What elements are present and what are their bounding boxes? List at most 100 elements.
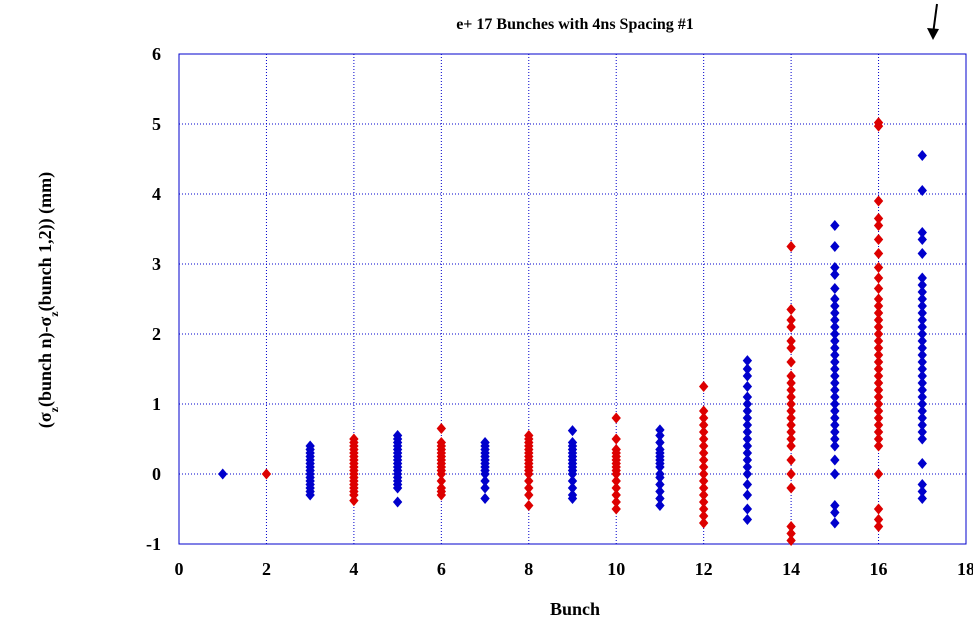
data-point xyxy=(742,419,753,431)
data-point xyxy=(611,412,621,424)
data-point xyxy=(524,489,534,501)
data-point xyxy=(786,370,796,382)
data-point xyxy=(873,419,884,431)
x-tick-label: 16 xyxy=(870,559,888,579)
x-tick-label: 0 xyxy=(175,559,184,579)
data-point xyxy=(698,475,709,487)
data-point xyxy=(742,381,753,392)
data-point xyxy=(742,468,753,480)
data-point xyxy=(436,482,447,494)
data-point xyxy=(873,300,884,312)
data-point xyxy=(698,419,709,431)
data-point xyxy=(742,440,753,452)
data-point xyxy=(830,349,840,361)
x-tick-label: 2 xyxy=(262,559,271,579)
data-point xyxy=(830,440,840,452)
data-point xyxy=(830,507,840,518)
data-point xyxy=(786,342,796,354)
data-point xyxy=(742,503,753,515)
data-point xyxy=(480,437,490,448)
data-point xyxy=(830,454,840,466)
data-point xyxy=(786,412,796,424)
data-point xyxy=(655,424,665,436)
data-point xyxy=(436,423,447,434)
data-point xyxy=(742,391,753,403)
data-point xyxy=(786,468,796,480)
data-point xyxy=(261,468,272,480)
data-point xyxy=(917,342,927,354)
data-point xyxy=(873,248,884,259)
data-point xyxy=(873,370,884,382)
data-point xyxy=(917,328,927,340)
y-label-subscript-2: z xyxy=(47,311,61,317)
down-arrow-icon xyxy=(927,3,939,40)
data-point xyxy=(873,377,884,389)
data-point xyxy=(786,521,796,532)
data-point xyxy=(480,475,490,487)
data-point xyxy=(611,503,621,515)
data-point xyxy=(873,426,884,438)
data-point xyxy=(917,405,927,417)
y-tick-label: 4 xyxy=(152,184,161,204)
x-tick-label: 4 xyxy=(349,559,358,579)
data-point xyxy=(655,500,665,511)
data-point xyxy=(742,370,753,382)
data-point xyxy=(742,479,753,490)
data-point xyxy=(873,314,884,326)
data-point xyxy=(392,430,403,441)
data-point xyxy=(524,430,534,441)
data-point xyxy=(873,405,884,417)
data-point xyxy=(218,468,228,480)
data-point xyxy=(742,489,753,501)
data-point xyxy=(830,335,840,347)
data-points xyxy=(218,117,927,546)
data-point xyxy=(392,496,403,508)
data-point xyxy=(917,363,927,375)
y-tick-label: 6 xyxy=(152,44,161,64)
data-point xyxy=(917,150,927,161)
data-point xyxy=(786,440,796,452)
data-point xyxy=(873,356,884,368)
data-point xyxy=(742,514,753,525)
data-point xyxy=(917,426,927,438)
data-point xyxy=(786,377,796,389)
data-point xyxy=(524,475,534,487)
data-point xyxy=(742,363,753,375)
data-point xyxy=(480,493,490,504)
data-point xyxy=(567,489,578,501)
data-point xyxy=(917,314,927,326)
data-point xyxy=(786,335,796,347)
data-point xyxy=(698,482,709,494)
data-point xyxy=(917,486,927,497)
data-point xyxy=(873,412,884,424)
data-point xyxy=(830,412,840,424)
y-tick-label: 1 xyxy=(152,394,161,414)
data-point xyxy=(873,307,884,319)
y-tick-label: 3 xyxy=(152,254,161,274)
data-point xyxy=(830,398,840,410)
y-tick-label: -1 xyxy=(146,534,161,554)
data-point xyxy=(917,493,927,504)
y-label-subscript-1: z xyxy=(47,406,61,412)
data-point xyxy=(917,384,927,396)
y-label-part-2: (bunch n)-σ xyxy=(35,316,56,407)
data-point xyxy=(349,433,359,445)
data-point xyxy=(873,521,884,532)
data-point xyxy=(830,307,840,319)
data-point xyxy=(873,514,884,525)
x-tick-label: 10 xyxy=(607,559,625,579)
x-tick-label: 14 xyxy=(782,559,800,579)
data-point xyxy=(655,486,665,497)
data-point xyxy=(873,468,884,480)
data-point xyxy=(873,234,884,245)
data-point xyxy=(873,398,884,410)
data-point xyxy=(917,349,927,361)
data-point xyxy=(480,482,490,494)
data-point xyxy=(698,503,709,515)
data-point xyxy=(830,262,840,273)
data-point xyxy=(830,356,840,368)
data-point xyxy=(830,384,840,396)
data-point xyxy=(830,321,840,333)
data-point xyxy=(305,440,315,452)
data-point xyxy=(873,335,884,347)
